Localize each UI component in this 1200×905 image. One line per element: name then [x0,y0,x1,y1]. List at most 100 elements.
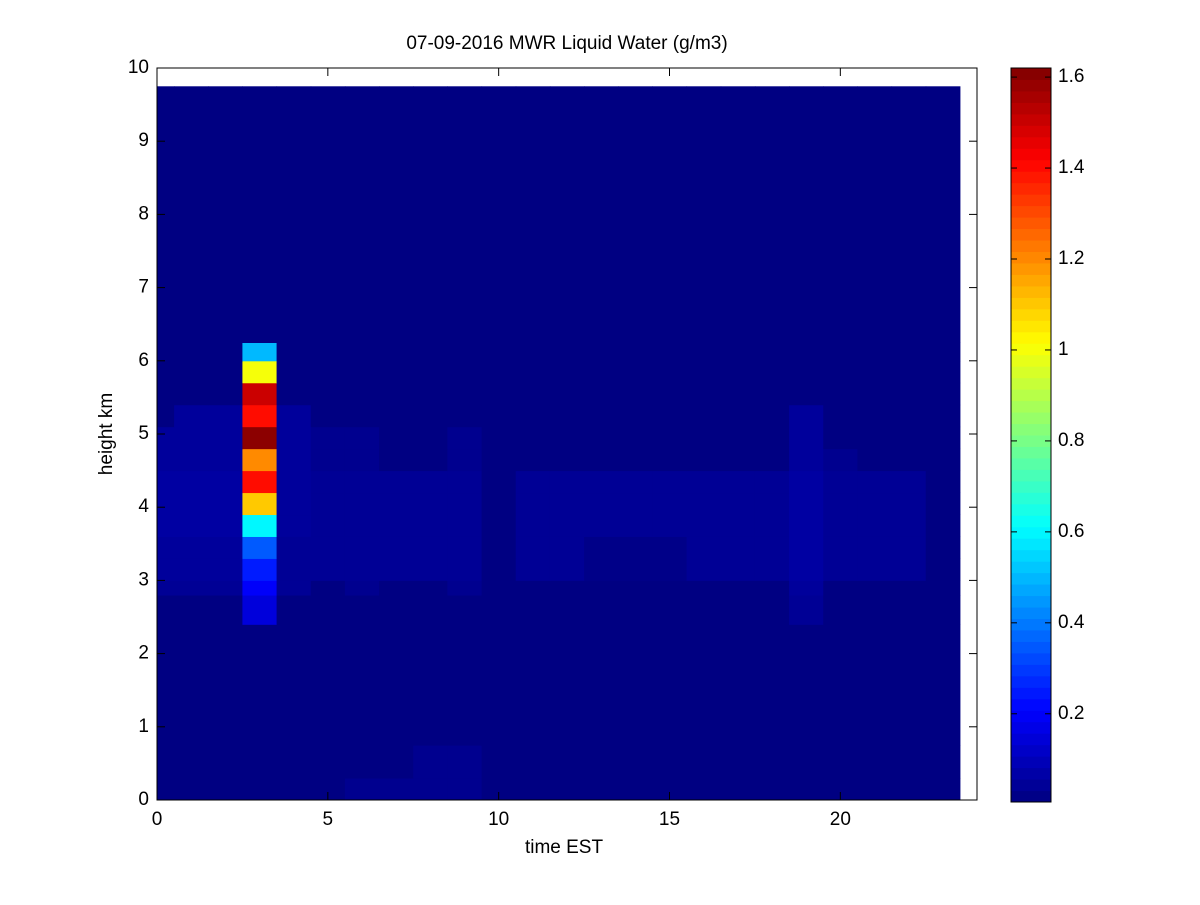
heatmap-cell [686,470,722,494]
heatmap-cell [891,595,927,625]
heatmap-cell [789,558,824,581]
heatmap-cell [174,745,209,779]
heatmap-cell [925,342,961,362]
heatmap-cell [652,382,688,406]
heatmap-cell [686,360,722,384]
colorbar-tick-label: 0.8 [1058,430,1084,451]
colorbar-step [1011,182,1051,195]
heatmap-cell [447,558,483,581]
heatmap-cell [515,448,551,472]
colorbar-step [1011,159,1051,172]
heatmap-cell [379,778,414,801]
heatmap-cell [344,595,380,625]
heatmap-cell [208,492,243,516]
heatmap-cell [720,536,756,559]
heatmap-cell [515,778,551,801]
colorbar-tick-label: 1.6 [1058,66,1084,87]
colorbar-step [1011,297,1051,310]
heatmap-cell [925,624,961,746]
heatmap-cell [276,382,312,406]
heatmap-cell [652,558,688,581]
heatmap-cell [515,470,551,494]
heatmap-cell [481,382,517,406]
heatmap-cell [208,558,243,581]
colorbar-step [1011,503,1051,516]
y-tick-label: 4 [138,496,149,517]
heatmap-cell [720,492,756,516]
heatmap-cell [584,404,619,428]
heatmap-cell [652,580,688,596]
heatmap-cell [174,492,209,516]
heatmap-cell [413,492,448,516]
heatmap-cell [686,426,722,450]
heatmap-cell [515,745,551,779]
heatmap-cell [891,448,927,472]
colorbar-step [1011,457,1051,470]
heatmap-cell [823,404,858,428]
colorbar-step [1011,171,1051,184]
heatmap-cell [276,580,312,596]
heatmap-cell [584,745,619,779]
heatmap-cell [242,86,278,344]
heatmap-cell [174,342,209,362]
heatmap-cell [174,86,209,344]
heatmap-cell [891,514,927,537]
heatmap-cell [413,86,448,344]
heatmap-cell [789,360,824,384]
heatmap-cell [549,426,585,450]
heatmap-cell [276,595,312,625]
heatmap-cell [447,448,483,472]
heatmap-cell [344,745,380,779]
heatmap-cell [652,448,688,472]
heatmap-cell [447,426,483,450]
y-tick-label: 8 [138,203,149,224]
heatmap-cell [618,426,653,450]
heatmap-cell [379,360,414,384]
heatmap-cell [208,580,243,596]
heatmap-cell [515,86,551,344]
heatmap-cell [925,448,961,472]
heatmap-cell [379,448,414,472]
heatmap-cell [310,404,346,428]
heatmap-cell [344,492,380,516]
colorbar-step [1011,79,1051,92]
heatmap-cell [310,595,346,625]
heatmap-cell [686,624,722,746]
heatmap-cell [379,745,414,779]
heatmap-cell [310,778,346,801]
heatmap-cell [789,580,824,596]
colorbar-step [1011,435,1051,447]
colorbar-tick-label: 1.2 [1058,248,1084,269]
heatmap-cell [310,382,346,406]
heatmap-cell [618,514,653,537]
heatmap-cell [242,558,278,581]
heatmap-cell [310,624,346,746]
heatmap-cell [857,778,893,801]
heatmap-cell [208,778,243,801]
heatmap-cell [447,360,483,384]
heatmap-cell [481,558,517,581]
heatmap-cell [925,595,961,625]
heatmap-cell [310,745,346,779]
colorbar-step [1011,790,1051,803]
heatmap-cell [447,492,483,516]
heatmap-cell [652,492,688,516]
colorbar-step [1011,595,1051,608]
heatmap-cell [720,360,756,384]
x-tick-label: 15 [659,809,680,830]
colorbar-step [1011,148,1051,161]
heatmap-cell [584,342,619,362]
heatmap-cell [413,745,448,779]
heatmap-cell [515,426,551,450]
heatmap-cell [789,624,824,746]
heatmap-cell [618,342,653,362]
heatmap-cell [754,342,790,362]
heatmap-cell [447,536,483,559]
heatmap-cell [208,86,243,344]
heatmap-cell [344,448,380,472]
y-tick-label: 1 [138,716,149,737]
heatmap-cell [891,536,927,559]
heatmap-cell [891,86,927,344]
heatmap-cell [686,745,722,779]
